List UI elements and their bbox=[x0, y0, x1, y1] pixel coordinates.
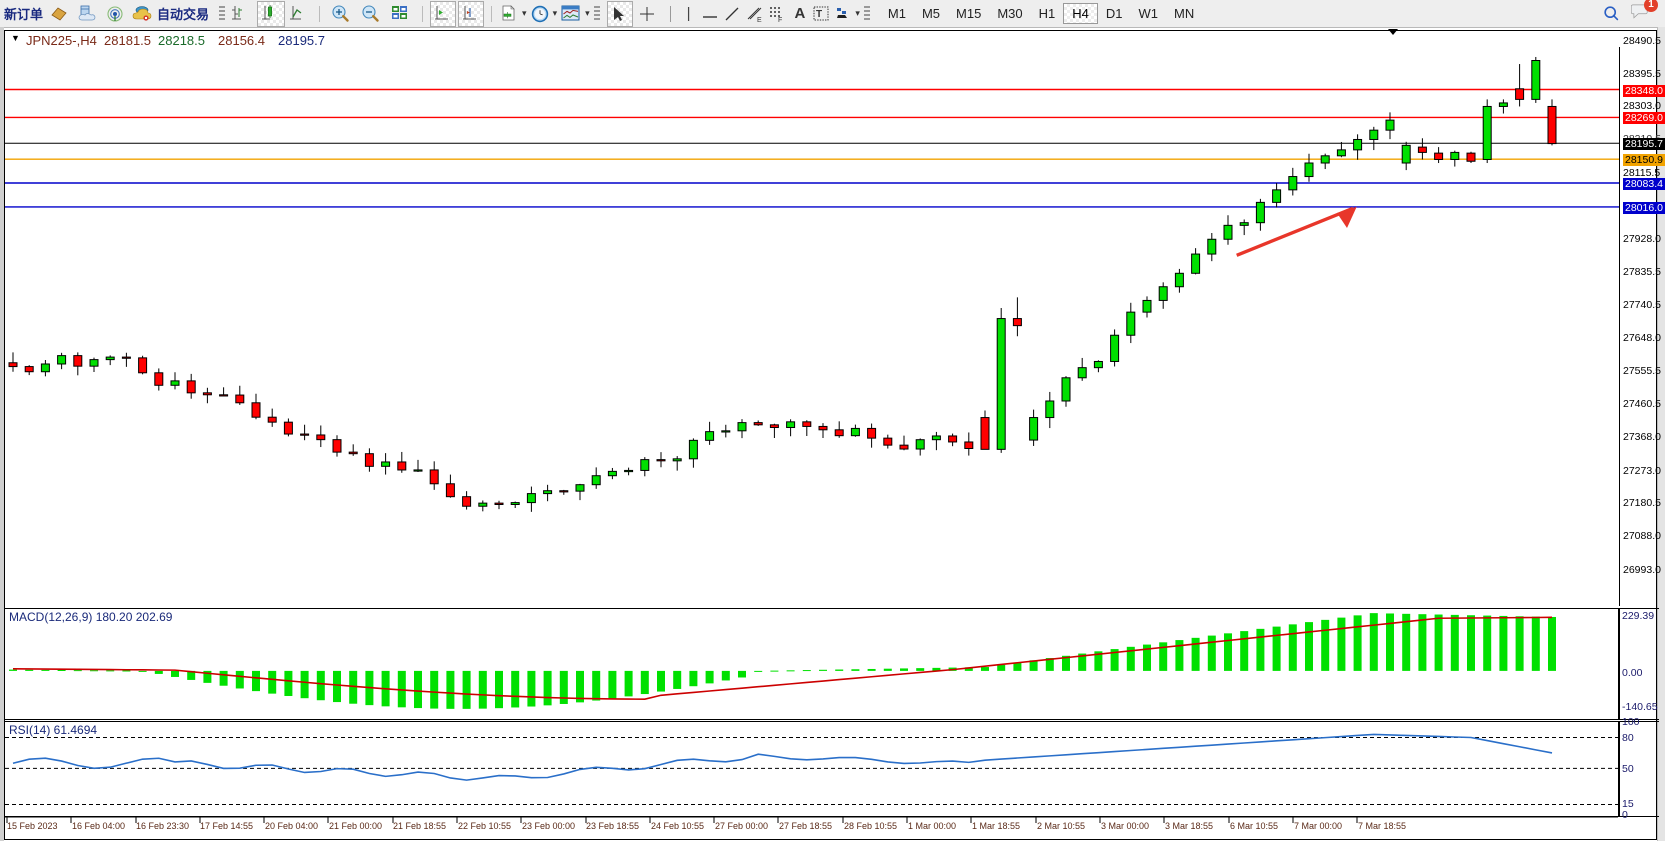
svg-text:T: T bbox=[816, 9, 822, 20]
svg-text:F: F bbox=[778, 17, 782, 22]
svg-text:E: E bbox=[757, 17, 762, 23]
